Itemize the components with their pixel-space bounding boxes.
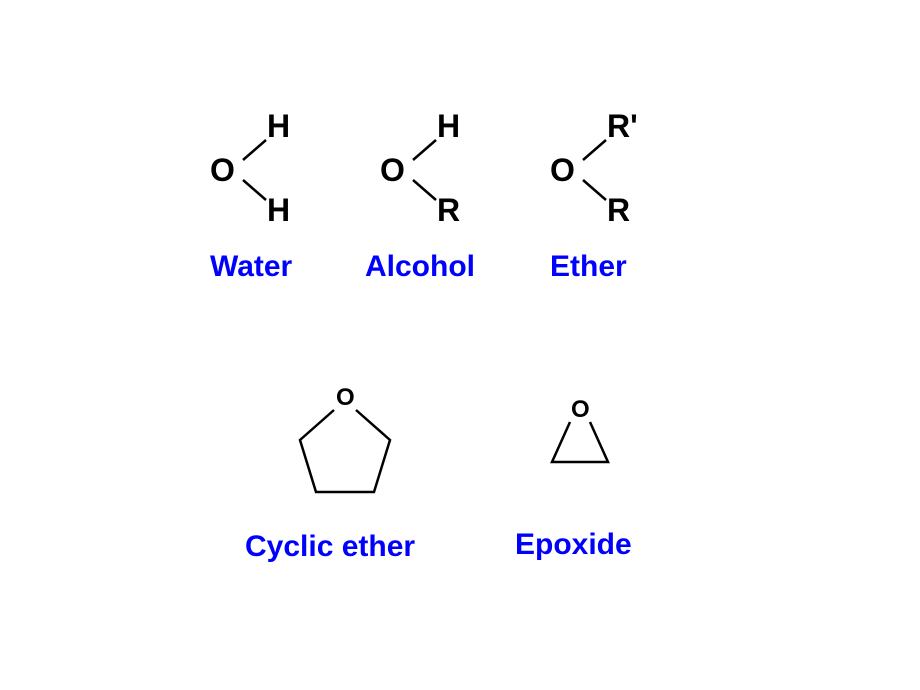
- alcohol-H-top-atom: H: [437, 108, 460, 145]
- bond-layer: [0, 0, 920, 690]
- ether-Rprime-top-atom: R': [607, 108, 638, 145]
- water-H-bottom-atom: H: [267, 192, 290, 229]
- cyclic-ether-O-atom: O: [336, 384, 355, 412]
- ether-R-bottom-atom: R: [607, 192, 630, 229]
- epoxide-label: Epoxide: [515, 528, 632, 562]
- alcohol-label: Alcohol: [365, 250, 475, 284]
- water-label: Water: [210, 250, 292, 284]
- ether-O-atom: O: [550, 152, 575, 189]
- alcohol-R-bottom-atom: R: [437, 192, 460, 229]
- alcohol-O-atom: O: [380, 152, 405, 189]
- water-H-top-atom: H: [267, 108, 290, 145]
- cyclic-ether-label: Cyclic ether: [245, 530, 415, 564]
- water-O-atom: O: [210, 152, 235, 189]
- epoxide-O-atom: O: [571, 396, 590, 424]
- ether-label: Ether: [550, 250, 627, 284]
